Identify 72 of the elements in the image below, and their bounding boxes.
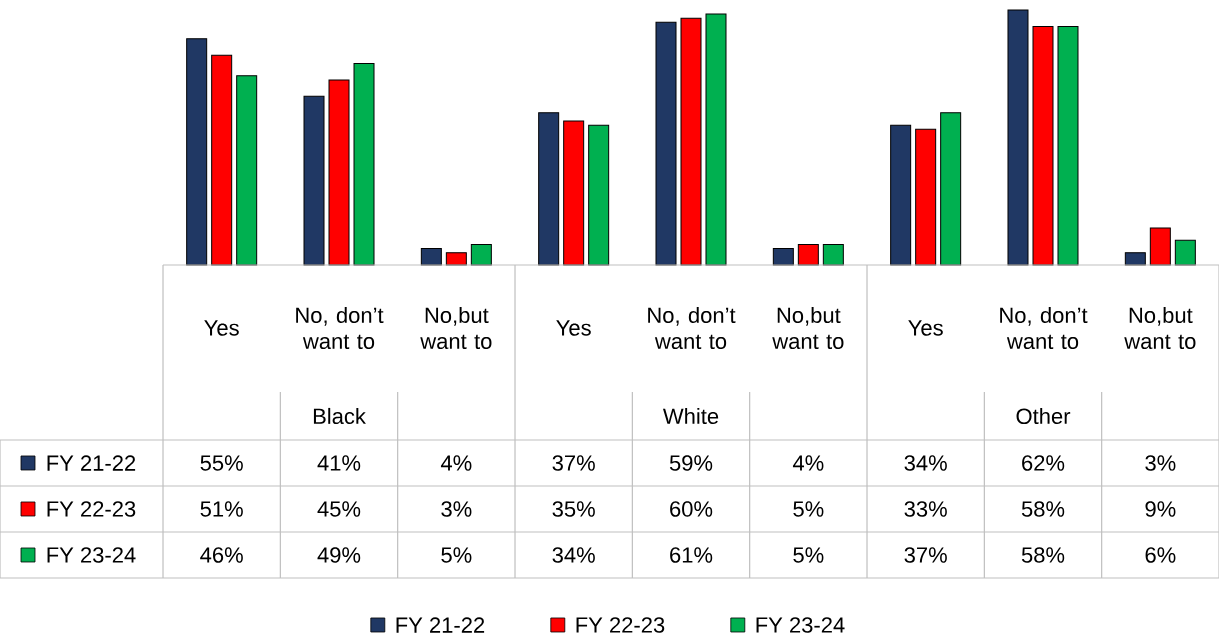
data-label: 35% <box>552 501 595 517</box>
data-label: 37% <box>552 455 595 471</box>
data-label: 37% <box>904 547 947 563</box>
data-label: 34% <box>904 455 947 471</box>
bar <box>328 79 350 266</box>
bar <box>1149 227 1171 266</box>
bar <box>655 21 677 266</box>
data-label: 62% <box>1022 455 1065 471</box>
bar <box>353 62 375 266</box>
data-label: 58% <box>1021 547 1065 563</box>
data-label: 6% <box>1145 547 1176 563</box>
bar <box>822 243 844 266</box>
bar <box>915 128 937 266</box>
text: FY 21-22 <box>396 617 485 633</box>
data-label: 5% <box>793 547 824 563</box>
bar <box>186 38 208 266</box>
data-label: 60% <box>670 501 713 517</box>
data-label: 59% <box>669 455 713 471</box>
legend-label: FY 21-22 <box>47 455 136 471</box>
bar <box>588 124 610 266</box>
x-tick-label: Yes <box>556 320 591 336</box>
bar <box>420 248 442 266</box>
bar <box>940 112 962 266</box>
x-tick-label: No, don’t want to <box>648 306 736 350</box>
bar <box>705 13 727 266</box>
x-tick-label: Yes <box>908 320 943 336</box>
data-label: 5% <box>441 547 472 563</box>
bar <box>563 120 585 266</box>
bar <box>1174 239 1196 266</box>
bar <box>1057 25 1079 266</box>
text: FY 23-24 <box>756 617 845 633</box>
bar <box>211 54 233 266</box>
data-label: 58% <box>1021 501 1065 517</box>
bar <box>445 252 467 266</box>
data-label: 5% <box>793 501 824 517</box>
data-label: 3% <box>1145 455 1176 471</box>
x-tick-label: No,but want to <box>1124 306 1196 350</box>
x-tick-label: No, don’t want to <box>296 306 384 350</box>
legend-label: FY 22-23 <box>47 501 136 517</box>
data-label: 4% <box>792 455 824 471</box>
bar <box>538 112 560 266</box>
text: FY 22-23 <box>576 617 665 633</box>
legend-label: FY 23-24 <box>47 547 136 563</box>
data-label: 33% <box>904 501 947 517</box>
bar <box>236 75 258 266</box>
x-tick-label: No,but want to <box>420 306 492 350</box>
x-tick-label: No,but want to <box>772 306 844 350</box>
bar <box>890 124 912 266</box>
data-label: 3% <box>441 501 472 517</box>
text: Black <box>313 407 366 425</box>
data-label: 4% <box>440 455 472 471</box>
data-label: 55% <box>200 455 243 471</box>
data-label: 9% <box>1145 501 1176 517</box>
bar <box>1124 252 1146 266</box>
bar <box>680 17 702 266</box>
x-tick-label: No, don’t want to <box>1000 306 1088 350</box>
data-label: 41% <box>317 455 361 471</box>
data-label: 49% <box>317 547 361 563</box>
data-label: 45% <box>317 501 361 517</box>
data-label: 34% <box>552 547 595 563</box>
bar <box>303 95 325 266</box>
data-label: 61% <box>670 547 713 563</box>
bar <box>772 248 794 266</box>
bar <box>797 243 819 266</box>
bar <box>470 243 492 266</box>
text: Other <box>1016 407 1071 425</box>
data-label: 46% <box>200 547 243 563</box>
text: White <box>662 407 719 425</box>
bar <box>1032 25 1054 266</box>
bar <box>1007 9 1029 266</box>
data-label: 51% <box>200 501 243 517</box>
x-tick-label: Yes <box>204 320 239 336</box>
